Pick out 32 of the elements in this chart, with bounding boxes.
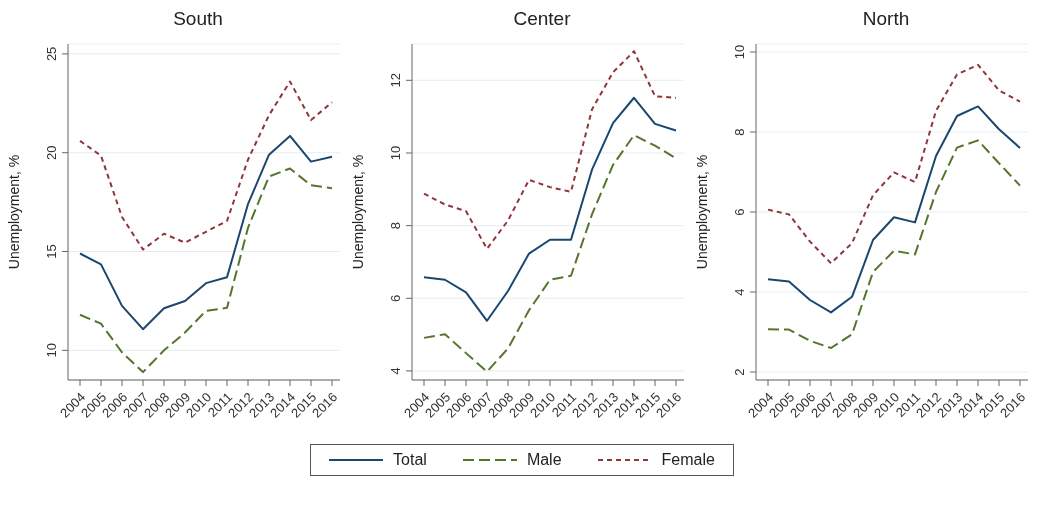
line-series — [423, 96, 677, 322]
y-axis-title: Unemployment, % — [5, 154, 22, 270]
line-series — [423, 134, 677, 373]
legend-label: Total — [393, 451, 427, 469]
y-tick-label: 10 — [388, 145, 403, 161]
y-tick-label: 8 — [388, 222, 403, 230]
y-tick-label: 2 — [732, 368, 747, 376]
line-series — [79, 134, 333, 331]
y-tick-label: 4 — [388, 367, 403, 375]
y-tick-label: 6 — [732, 208, 747, 216]
y-tick-label: 8 — [732, 128, 747, 136]
y-tick-label: 12 — [388, 73, 403, 88]
chart-title: Center — [512, 8, 572, 31]
y-tick-label: 4 — [732, 288, 747, 296]
legend-label: Male — [526, 451, 562, 469]
line-series — [423, 50, 677, 250]
y-tick-label: 10 — [44, 343, 59, 358]
y-tick-label: 20 — [44, 145, 59, 160]
line-series — [79, 167, 333, 374]
y-tick-label: 25 — [44, 46, 59, 62]
line-series — [767, 105, 1021, 314]
y-tick-label: 15 — [44, 244, 59, 259]
y-tick-label: 6 — [388, 294, 403, 302]
chart-title: North — [861, 8, 911, 31]
line-series — [767, 139, 1021, 349]
chart-title: South — [172, 8, 224, 31]
y-tick-label: 10 — [732, 44, 747, 60]
line-series — [767, 63, 1021, 265]
line-series — [79, 80, 333, 251]
y-axis-title: Unemployment, % — [349, 154, 366, 270]
y-axis-title: Unemployment, % — [693, 154, 710, 270]
legend-label: Female — [661, 451, 715, 469]
